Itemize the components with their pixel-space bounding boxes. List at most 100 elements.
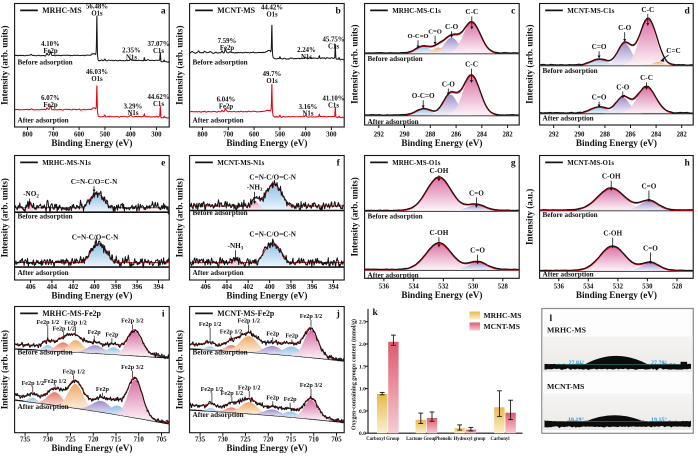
svg-text:Fe2p 1/2: Fe2p 1/2 [62, 369, 85, 376]
svg-text:700: 700 [48, 131, 59, 138]
svg-text:402: 402 [68, 284, 79, 291]
svg-text:Binding Energy (eV): Binding Energy (eV) [226, 443, 307, 453]
svg-text:-NH3: -NH3 [228, 242, 244, 252]
svg-text:Fe2p 1/2: Fe2p 1/2 [238, 384, 261, 391]
svg-text:45.75%: 45.75% [322, 37, 344, 44]
svg-text:Fe2p: Fe2p [285, 333, 299, 340]
svg-text:396: 396 [132, 284, 143, 291]
svg-text:Intensity (arb. units): Intensity (arb. units) [175, 330, 185, 409]
svg-text:1.0: 1.0 [359, 387, 366, 393]
svg-text:282: 282 [677, 131, 688, 138]
svg-text:N1s: N1s [126, 54, 137, 61]
svg-text:0.0: 0.0 [359, 431, 366, 437]
svg-text:Fe2p 1/2: Fe2p 1/2 [199, 321, 222, 328]
svg-text:Fe2p 1/2: Fe2p 1/2 [220, 329, 243, 336]
svg-text:532: 532 [613, 284, 624, 291]
svg-text:406: 406 [25, 284, 36, 291]
svg-text:288: 288 [425, 131, 436, 138]
svg-text:C=O: C=O [592, 93, 607, 101]
svg-text:400: 400 [264, 284, 275, 291]
svg-text:MRHC-MS: MRHC-MS [42, 6, 82, 15]
svg-text:282: 282 [502, 131, 513, 138]
svg-text:730: 730 [43, 436, 54, 443]
svg-text:Fe2p: Fe2p [105, 332, 119, 339]
svg-text:j: j [336, 310, 340, 320]
svg-text:MCNT-MS-Fe2p: MCNT-MS-Fe2p [217, 309, 275, 318]
svg-text:Fe2p 3/2: Fe2p 3/2 [121, 318, 144, 325]
svg-text:Oxygen-containing groups conte: Oxygen-containing groups content (mmol/g… [351, 319, 358, 430]
svg-text:Before adsorption: Before adsorption [18, 59, 73, 67]
svg-text:Phenolic Hydroxyl group: Phenolic Hydroxyl group [435, 437, 486, 442]
svg-text:C=N-C/O=C-N: C=N-C/O=C-N [71, 178, 118, 186]
svg-text:f: f [337, 159, 341, 169]
svg-text:C-C: C-C [465, 61, 478, 69]
svg-text:735: 735 [20, 436, 31, 443]
svg-text:284: 284 [477, 131, 488, 138]
svg-text:Lactone Group: Lactone Group [406, 437, 437, 442]
svg-text:720: 720 [263, 436, 274, 443]
svg-text:Binding Energy (eV): Binding Energy (eV) [51, 443, 132, 453]
svg-text:530: 530 [468, 284, 479, 291]
svg-text:19.15°: 19.15° [651, 416, 668, 423]
svg-text:After adsorption: After adsorption [18, 269, 69, 277]
svg-text:C-O: C-O [618, 24, 632, 32]
svg-text:3.16%: 3.16% [299, 104, 318, 111]
svg-text:Fe2p: Fe2p [88, 329, 102, 336]
svg-text:Before adsorption: Before adsorption [368, 55, 423, 63]
svg-text:396: 396 [307, 284, 318, 291]
svg-text:After adsorption: After adsorption [368, 118, 419, 126]
svg-text:O-C=O: O-C=O [412, 92, 435, 100]
svg-text:i: i [162, 310, 165, 320]
svg-text:300: 300 [326, 131, 337, 138]
svg-text:After adsorption: After adsorption [193, 411, 244, 419]
svg-text:C=N-C/O=C-N: C=N-C/O=C-N [249, 173, 296, 181]
svg-text:725: 725 [65, 436, 76, 443]
svg-text:-NH3: -NH3 [247, 184, 263, 194]
svg-text:Binding Energy (eV): Binding Energy (eV) [576, 290, 657, 300]
svg-text:O1s: O1s [91, 10, 103, 17]
svg-text:After adsorption: After adsorption [543, 115, 594, 123]
svg-text:600: 600 [249, 131, 260, 138]
svg-text:C-C: C-C [465, 8, 478, 16]
svg-text:MRHC-MS-C1s: MRHC-MS-C1s [392, 7, 441, 15]
svg-text:Before adsorption: Before adsorption [193, 209, 248, 217]
svg-text:Fe2p 3/2: Fe2p 3/2 [300, 382, 323, 389]
svg-text:2.35%: 2.35% [122, 48, 141, 55]
svg-text:Fe2p: Fe2p [220, 45, 235, 52]
svg-text:532: 532 [438, 284, 449, 291]
svg-text:Fe2p: Fe2p [43, 102, 58, 109]
svg-text:After adsorption: After adsorption [193, 116, 244, 124]
svg-text:C1s: C1s [153, 48, 164, 55]
svg-text:C-O: C-O [442, 80, 456, 88]
svg-text:N1s: N1s [128, 110, 139, 117]
svg-text:Fe2p 1/2: Fe2p 1/2 [37, 319, 60, 326]
svg-text:C-OH: C-OH [602, 173, 621, 181]
svg-text:Fe2p 1/2: Fe2p 1/2 [221, 390, 244, 397]
svg-text:-NO2: -NO2 [23, 190, 39, 200]
svg-text:Carbonyl: Carbonyl [490, 437, 510, 442]
svg-text:Binding Energy (eV): Binding Energy (eV) [226, 290, 307, 300]
svg-text:MCNT-MS-N1s: MCNT-MS-N1s [217, 159, 264, 167]
svg-text:44.42%: 44.42% [261, 5, 283, 12]
svg-text:725: 725 [240, 436, 251, 443]
svg-text:MRHC-MS-Fe2p: MRHC-MS-Fe2p [42, 309, 101, 318]
svg-text:C=N-C/O=C-N: C=N-C/O=C-N [249, 231, 296, 239]
svg-text:715: 715 [111, 436, 122, 443]
svg-text:Before adsorption: Before adsorption [368, 212, 423, 220]
svg-text:Before adsorption: Before adsorption [18, 349, 73, 357]
svg-text:27.79°: 27.79° [651, 360, 668, 367]
svg-text:500: 500 [275, 131, 286, 138]
svg-text:Fe2p: Fe2p [96, 386, 110, 393]
svg-text:C-OH: C-OH [430, 167, 449, 175]
svg-text:Fe2p 3/2: Fe2p 3/2 [300, 313, 323, 320]
svg-text:Carboxyl Group: Carboxyl Group [366, 437, 400, 442]
svg-text:710: 710 [134, 436, 145, 443]
svg-text:C=O: C=O [469, 189, 484, 197]
svg-text:404: 404 [47, 284, 58, 291]
svg-text:Before adsorption: Before adsorption [543, 211, 598, 219]
svg-text:Fe2p 1/2: Fe2p 1/2 [44, 378, 67, 385]
svg-text:MCNT-MS: MCNT-MS [547, 382, 584, 391]
svg-text:536: 536 [554, 284, 565, 291]
svg-text:292: 292 [374, 131, 385, 138]
svg-text:528: 528 [498, 284, 509, 291]
